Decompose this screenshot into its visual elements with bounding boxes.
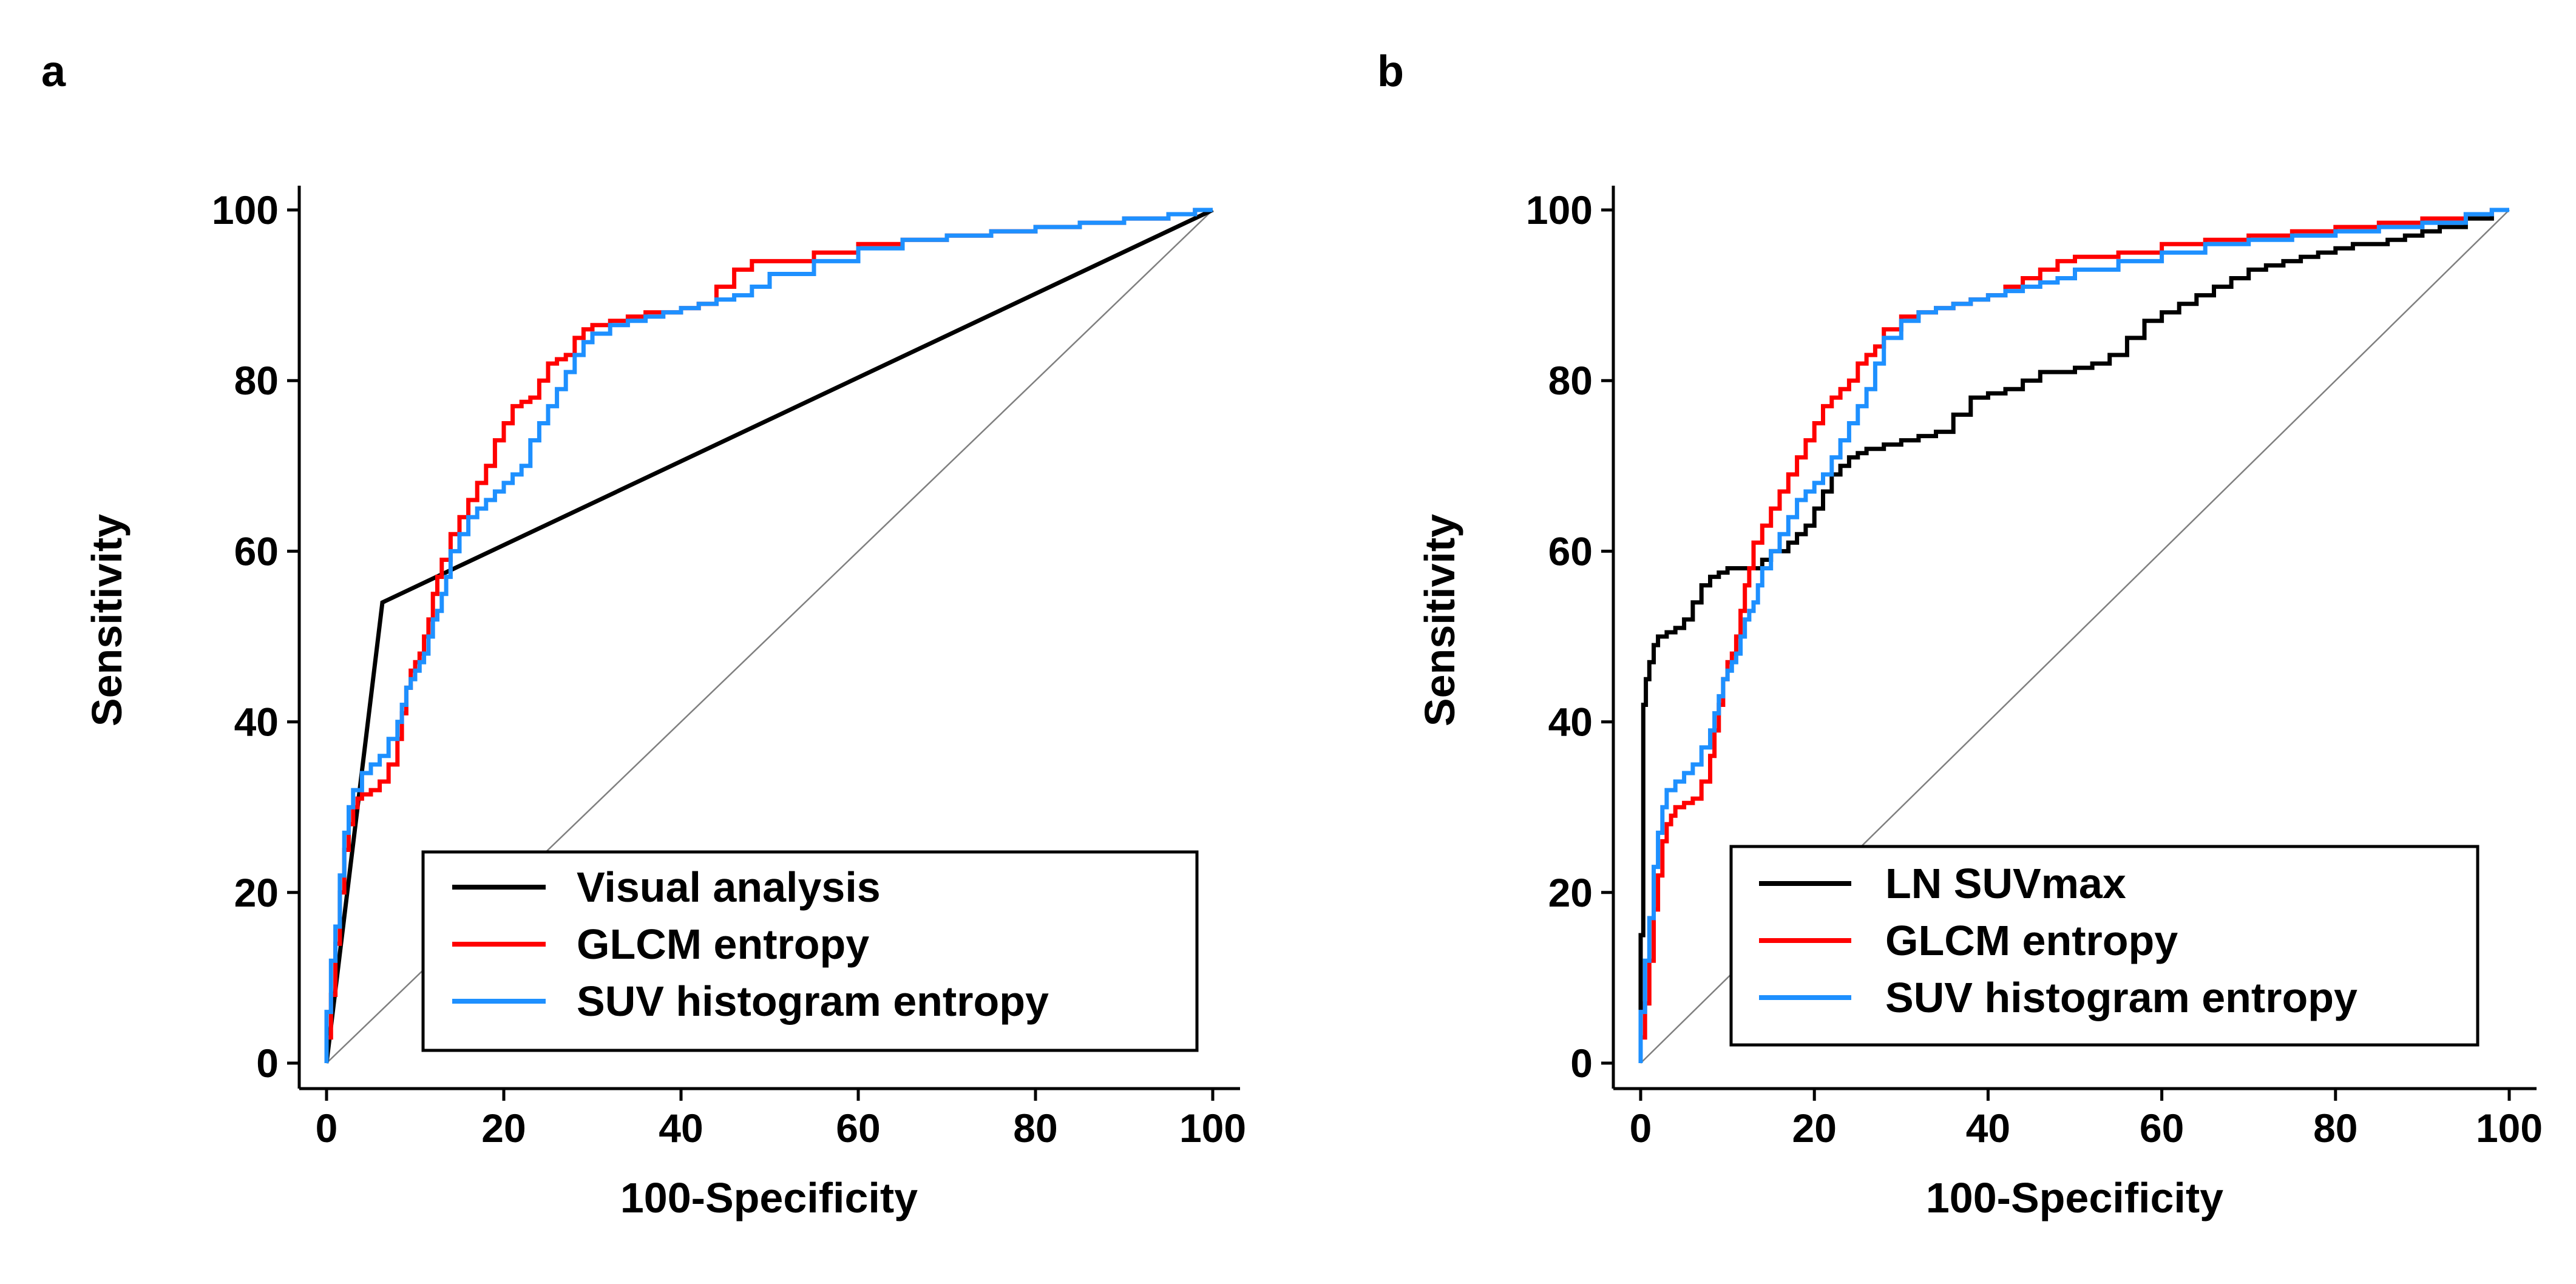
panel-b-series-glcm-entropy bbox=[1638, 208, 2509, 1063]
panel-a-y-tick-label: 80 bbox=[234, 358, 279, 403]
panel-b-x-tick-label: 40 bbox=[1966, 1106, 2010, 1151]
panel-a-legend-box bbox=[421, 850, 1199, 1052]
panel-a-legend-label: GLCM entropy bbox=[577, 921, 869, 968]
panel-b-x-tick-label: 100 bbox=[2476, 1106, 2543, 1151]
panel-a-x-tick-label: 0 bbox=[316, 1106, 338, 1151]
panel-b-y-tick-label: 60 bbox=[1548, 529, 1593, 573]
panel-a-legend-label: Visual analysis bbox=[577, 863, 881, 911]
panel-b-y-tick-label: 100 bbox=[1526, 188, 1593, 232]
panel-b-y-tick-label: 80 bbox=[1548, 358, 1593, 403]
panel-b-series-ln-suvmax bbox=[1638, 208, 2509, 1063]
panel-a-y-axis-title: Sensitivity bbox=[83, 514, 130, 726]
panel-a-x-tick-label: 20 bbox=[481, 1106, 526, 1151]
panel-a: a 100-Specificity Sensitivity 0 20 40 60 80 1… bbox=[41, 47, 1246, 1221]
panel-a-y-tick-label: 60 bbox=[234, 529, 279, 573]
panel-b-y-tick-label: 20 bbox=[1548, 870, 1593, 915]
panel-a-y-tick-label: 100 bbox=[212, 188, 279, 232]
panel-a-series-visual-analysis bbox=[324, 208, 1214, 1064]
panel-b-x-tick-label: 80 bbox=[2313, 1106, 2357, 1151]
panel-a-y-tick-label: 0 bbox=[256, 1041, 279, 1086]
panel-b-y-tick-label: 0 bbox=[1570, 1041, 1593, 1086]
panel-b-letter: b bbox=[1377, 47, 1404, 96]
panel-a-x-tick-label: 80 bbox=[1013, 1106, 1057, 1151]
panel-a-y-tick-label: 40 bbox=[234, 700, 279, 745]
panel-a-letter: a bbox=[41, 47, 66, 96]
panel-b-series-suv-histogram-entropy bbox=[1638, 208, 2509, 1063]
panel-a-x-tick-label: 100 bbox=[1179, 1106, 1246, 1151]
panel-b: b 100-Specificity Sensitivity 0 20 40 60 80 1… bbox=[1377, 47, 2543, 1221]
panel-b-x-axis-title: 100-Specificity bbox=[1926, 1174, 2223, 1221]
panel-b-y-axis-title: Sensitivity bbox=[1416, 514, 1463, 726]
panel-b-legend-label: LN SUVmax bbox=[1885, 860, 2126, 907]
panel-a-legend-label: SUV histogram entropy bbox=[577, 978, 1049, 1025]
panel-b-x-tick-label: 0 bbox=[1630, 1106, 1652, 1151]
panel-a-series-glcm-entropy bbox=[324, 208, 1213, 1063]
panel-a-x-axis-title: 100-Specificity bbox=[620, 1174, 918, 1221]
panel-b-y-tick-label: 40 bbox=[1548, 700, 1593, 745]
panel-b-x-tick-label: 60 bbox=[2140, 1106, 2184, 1151]
panel-a-x-tick-label: 60 bbox=[836, 1106, 880, 1151]
panel-a-x-tick-label: 40 bbox=[659, 1106, 703, 1151]
panel-a-y-tick-label: 20 bbox=[234, 870, 279, 915]
panel-b-x-tick-label: 20 bbox=[1792, 1106, 1836, 1151]
panel-b-legend-label: SUV histogram entropy bbox=[1885, 974, 2357, 1021]
panel-b-legend-box bbox=[1729, 845, 2479, 1047]
panel-b-legend-label: GLCM entropy bbox=[1885, 917, 2178, 964]
panel-a-series-suv-histogram-entropy bbox=[324, 208, 1213, 1063]
